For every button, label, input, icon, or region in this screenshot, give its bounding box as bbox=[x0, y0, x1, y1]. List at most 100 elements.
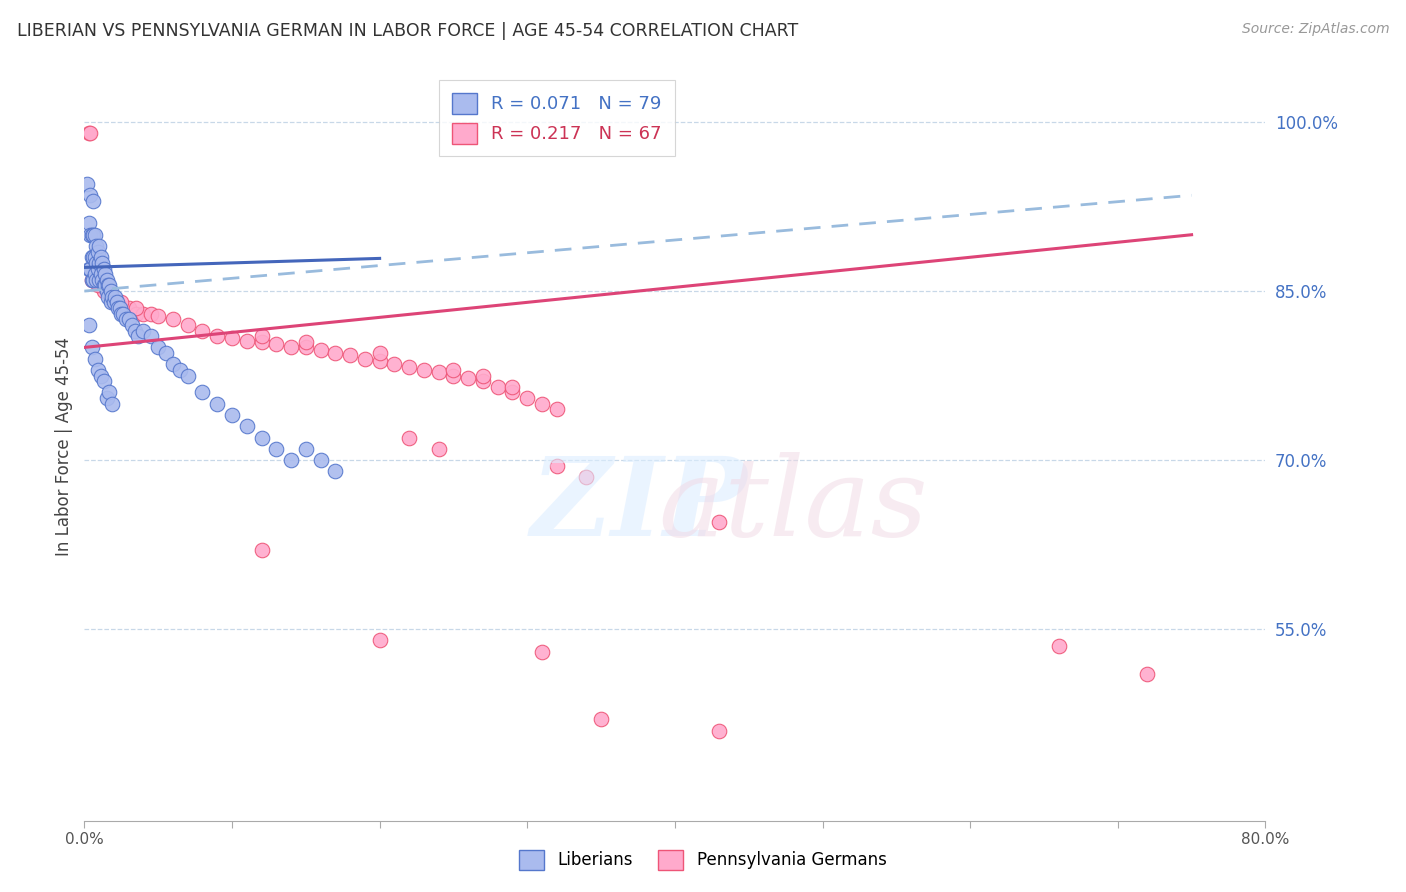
Point bbox=[104, 290, 127, 304]
Point bbox=[472, 374, 495, 388]
Point bbox=[77, 261, 100, 276]
Point bbox=[83, 273, 105, 287]
Point bbox=[368, 346, 391, 360]
Point bbox=[221, 331, 243, 345]
Point bbox=[90, 368, 112, 383]
Point bbox=[94, 278, 117, 293]
Text: LIBERIAN VS PENNSYLVANIA GERMAN IN LABOR FORCE | AGE 45-54 CORRELATION CHART: LIBERIAN VS PENNSYLVANIA GERMAN IN LABOR… bbox=[17, 22, 799, 40]
Point bbox=[280, 340, 302, 354]
Point bbox=[97, 290, 120, 304]
Point bbox=[80, 250, 103, 264]
Point bbox=[125, 301, 148, 315]
Point bbox=[250, 329, 273, 343]
Point bbox=[266, 442, 288, 456]
Point bbox=[339, 348, 361, 362]
Point bbox=[309, 343, 332, 357]
Point bbox=[118, 301, 141, 315]
Point bbox=[325, 464, 347, 478]
Point bbox=[80, 227, 103, 242]
Y-axis label: In Labor Force | Age 45-54: In Labor Force | Age 45-54 bbox=[55, 336, 73, 556]
Text: atlas: atlas bbox=[658, 452, 928, 559]
Point bbox=[114, 312, 136, 326]
Point bbox=[162, 357, 184, 371]
Point bbox=[250, 431, 273, 445]
Point bbox=[76, 177, 98, 191]
Point bbox=[84, 267, 107, 281]
Point bbox=[250, 334, 273, 349]
Point bbox=[443, 368, 465, 383]
Point bbox=[516, 391, 538, 405]
Point bbox=[132, 307, 155, 321]
Point bbox=[93, 374, 115, 388]
Point bbox=[413, 363, 436, 377]
Point bbox=[118, 312, 141, 326]
Point bbox=[96, 391, 118, 405]
Point bbox=[457, 371, 479, 385]
Point bbox=[427, 442, 450, 456]
Point bbox=[87, 273, 111, 287]
Point bbox=[86, 278, 108, 293]
Point bbox=[97, 284, 120, 298]
Point bbox=[91, 278, 114, 293]
Point bbox=[108, 301, 131, 315]
Point bbox=[90, 250, 112, 264]
Point bbox=[110, 307, 132, 321]
Point bbox=[79, 126, 101, 140]
Point bbox=[87, 273, 111, 287]
Point bbox=[82, 227, 104, 242]
Point bbox=[191, 324, 214, 338]
Point bbox=[93, 261, 115, 276]
Point bbox=[531, 397, 554, 411]
Point bbox=[427, 365, 450, 379]
Point bbox=[162, 312, 184, 326]
Point bbox=[101, 397, 124, 411]
Point bbox=[96, 284, 118, 298]
Point bbox=[546, 458, 568, 473]
Point bbox=[91, 273, 114, 287]
Point bbox=[546, 402, 568, 417]
Point bbox=[98, 385, 121, 400]
Point bbox=[82, 261, 104, 276]
Point bbox=[382, 357, 406, 371]
Point bbox=[83, 267, 105, 281]
Point bbox=[398, 431, 420, 445]
Point bbox=[139, 329, 162, 343]
Point bbox=[501, 380, 523, 394]
Point bbox=[87, 256, 111, 270]
Point bbox=[82, 273, 104, 287]
Point bbox=[1047, 639, 1070, 653]
Point bbox=[80, 340, 103, 354]
Point bbox=[236, 419, 259, 434]
Point bbox=[100, 290, 122, 304]
Point bbox=[155, 346, 177, 360]
Point bbox=[709, 515, 731, 529]
Point bbox=[575, 470, 598, 484]
Legend: Liberians, Pennsylvania Germans: Liberians, Pennsylvania Germans bbox=[513, 843, 893, 877]
Point bbox=[80, 261, 103, 276]
Point bbox=[177, 368, 200, 383]
Point bbox=[309, 453, 332, 467]
Point bbox=[94, 278, 117, 293]
Point bbox=[501, 385, 523, 400]
Point bbox=[295, 442, 318, 456]
Text: ZIP: ZIP bbox=[531, 452, 748, 559]
Point bbox=[77, 318, 100, 332]
Point bbox=[91, 256, 114, 270]
Point bbox=[93, 278, 115, 293]
Point bbox=[250, 543, 273, 558]
Point bbox=[531, 645, 554, 659]
Point bbox=[121, 318, 143, 332]
Text: Source: ZipAtlas.com: Source: ZipAtlas.com bbox=[1241, 22, 1389, 37]
Point bbox=[125, 307, 148, 321]
Point bbox=[83, 261, 105, 276]
Point bbox=[472, 368, 495, 383]
Point bbox=[591, 712, 613, 726]
Point bbox=[96, 273, 118, 287]
Point bbox=[83, 250, 105, 264]
Point bbox=[368, 354, 391, 368]
Point bbox=[368, 633, 391, 648]
Point bbox=[82, 194, 104, 208]
Point bbox=[84, 239, 107, 253]
Point bbox=[86, 363, 108, 377]
Point bbox=[148, 309, 170, 323]
